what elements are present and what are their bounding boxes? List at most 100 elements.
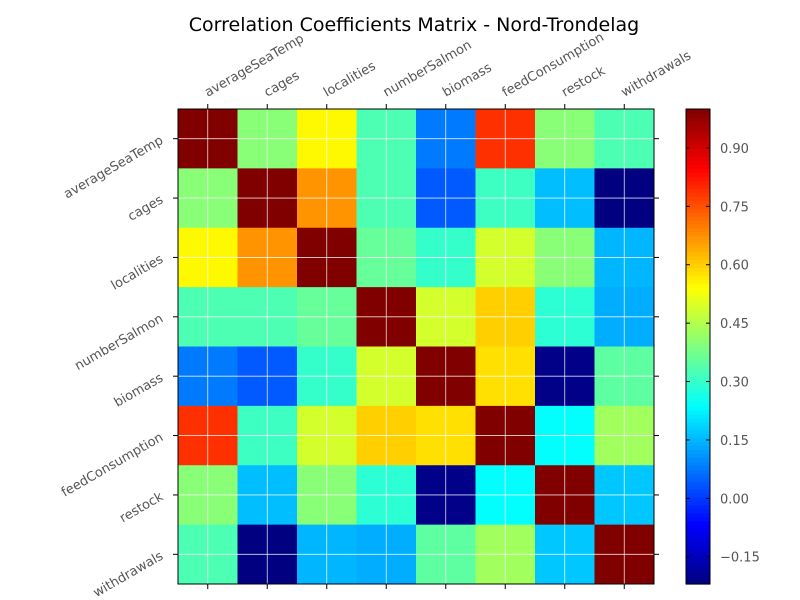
colorbar-segment bbox=[686, 279, 710, 284]
colorbar-segment bbox=[686, 457, 710, 462]
colorbar-segment bbox=[686, 318, 710, 324]
colorbar-segment bbox=[686, 378, 710, 383]
colorbar-segment bbox=[686, 548, 710, 553]
colorbar-segment bbox=[686, 532, 710, 538]
colorbar-segment bbox=[686, 247, 710, 253]
colorbar-segment bbox=[686, 374, 710, 379]
colorbar-segment bbox=[686, 394, 710, 399]
colorbar-segment bbox=[686, 176, 710, 181]
colorbar-segment bbox=[686, 520, 710, 526]
colorbar-segment bbox=[686, 263, 710, 268]
colorbar-segment bbox=[686, 481, 710, 486]
colorbar-segment bbox=[686, 564, 710, 569]
colorbar-segment bbox=[686, 128, 710, 134]
colorbar-segment bbox=[686, 576, 710, 581]
colorbar-frame bbox=[685, 108, 711, 585]
colorbar-segment bbox=[686, 580, 710, 585]
colorbar-segment bbox=[686, 314, 710, 320]
chart-title: Correlation Coefficients Matrix - Nord-T… bbox=[189, 14, 639, 36]
colorbar-segment bbox=[686, 413, 710, 419]
colorbar-segment bbox=[686, 211, 710, 217]
colorbar-segment bbox=[686, 207, 710, 213]
colorbar-segment bbox=[686, 536, 710, 542]
colorbar-segment bbox=[686, 433, 710, 439]
colorbar-segment bbox=[686, 120, 710, 126]
colorbar-segment bbox=[686, 425, 710, 431]
colorbar-segment bbox=[686, 322, 710, 328]
colorbar-tick-label: 0.60 bbox=[720, 259, 749, 274]
colorbar-segment bbox=[686, 219, 710, 225]
colorbar-segment bbox=[686, 310, 710, 316]
colorbar-segment bbox=[686, 259, 710, 264]
x-tick-label: averageSeaTemp bbox=[202, 31, 307, 100]
colorbar-segment bbox=[686, 287, 710, 292]
colorbar-segment bbox=[686, 508, 710, 514]
colorbar-tick-label: 0.15 bbox=[720, 434, 749, 449]
colorbar-segment bbox=[686, 342, 710, 348]
colorbar-segment bbox=[686, 227, 710, 233]
colorbar-segment bbox=[686, 504, 710, 510]
colorbar-segment bbox=[686, 267, 710, 272]
colorbar-segment bbox=[686, 172, 710, 177]
colorbar-segment bbox=[686, 251, 710, 257]
colorbar-segment bbox=[686, 283, 710, 288]
colorbar-segment bbox=[686, 390, 710, 395]
colorbar-segment bbox=[686, 417, 710, 423]
y-tick-label: averageSeaTemp bbox=[61, 133, 166, 202]
colorbar-tick-label: 0.00 bbox=[720, 492, 749, 507]
colorbar-tick-label: −0.15 bbox=[720, 551, 760, 566]
colorbar-segment bbox=[686, 299, 710, 304]
colorbar-segment bbox=[686, 243, 710, 249]
colorbar-segment bbox=[686, 496, 710, 502]
colorbar-segment bbox=[686, 160, 710, 166]
colorbar-segment bbox=[686, 350, 710, 356]
colorbar-segment bbox=[686, 473, 710, 478]
colorbar-tick-label: 0.45 bbox=[720, 317, 749, 332]
colorbar-segment bbox=[686, 295, 710, 300]
heatmap-ticks bbox=[173, 104, 659, 589]
colorbar-segment bbox=[686, 346, 710, 352]
heatmap-grid bbox=[178, 109, 654, 584]
colorbar-segment bbox=[686, 239, 710, 245]
y-tick-label: cages bbox=[125, 192, 166, 224]
colorbar-segment bbox=[686, 382, 710, 387]
colorbar-segment bbox=[686, 366, 710, 371]
colorbar-segment bbox=[686, 552, 710, 557]
colorbar-segment bbox=[686, 405, 710, 411]
colorbar-segment bbox=[686, 437, 710, 443]
colorbar-segment bbox=[686, 200, 710, 205]
colorbar-segment bbox=[686, 338, 710, 344]
colorbar-segment bbox=[686, 409, 710, 415]
colorbar-segment bbox=[686, 560, 710, 565]
x-tick-label: localities bbox=[321, 59, 378, 101]
x-tick-label: cages bbox=[262, 68, 303, 100]
colorbar-segment bbox=[686, 540, 710, 546]
heatmap-cells bbox=[178, 109, 655, 585]
colorbar-segment bbox=[686, 489, 710, 494]
heatmap-frame bbox=[177, 108, 655, 585]
colorbar-segment bbox=[686, 235, 710, 241]
colorbar-segment bbox=[686, 116, 710, 122]
colorbar-segment bbox=[686, 401, 710, 407]
colorbar-segment bbox=[686, 302, 710, 308]
x-tick-label: restock bbox=[559, 63, 608, 100]
colorbar-segment bbox=[686, 168, 710, 173]
colorbar-segment bbox=[686, 132, 710, 138]
colorbar-segment bbox=[686, 330, 710, 336]
colorbar-segment bbox=[686, 492, 710, 498]
colorbar-segment bbox=[686, 204, 710, 209]
colorbar-segment bbox=[686, 156, 710, 162]
colorbar-segment bbox=[686, 231, 710, 237]
colorbar-segment bbox=[686, 362, 710, 367]
colorbar-segment bbox=[686, 441, 710, 447]
colorbar-segment bbox=[686, 453, 710, 458]
colorbar-segment bbox=[686, 477, 710, 482]
colorbar-segment bbox=[686, 326, 710, 332]
colorbar-segment bbox=[686, 148, 710, 154]
colorbar-segment bbox=[686, 512, 710, 518]
colorbar-segment bbox=[686, 184, 710, 189]
colorbar-segment bbox=[686, 358, 710, 363]
colorbar-segment bbox=[686, 528, 710, 534]
